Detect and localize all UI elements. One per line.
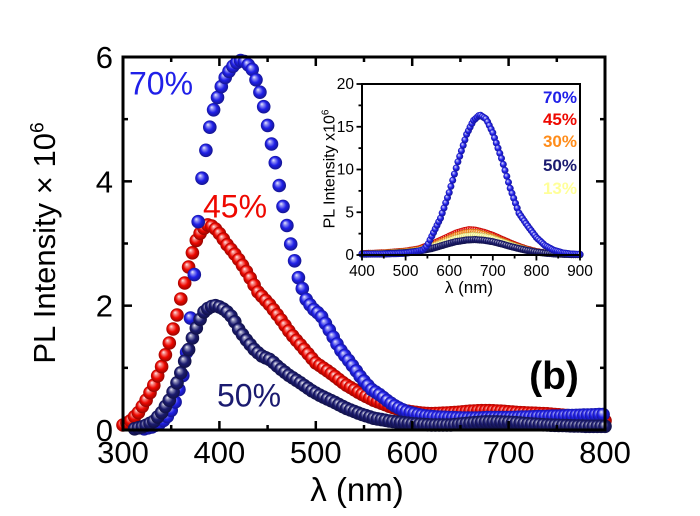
curve-label-70pct: 70%	[128, 65, 194, 102]
svg-text:70%: 70%	[543, 88, 577, 107]
inset-y-axis-label-exponent: 6	[320, 109, 332, 116]
svg-text:900: 900	[567, 263, 593, 280]
svg-text:400: 400	[349, 263, 375, 280]
curve-label-45pct: 45%	[202, 188, 268, 225]
inset-y-axis-label: PL Intensity x106	[320, 110, 339, 229]
inset-ticks	[356, 83, 581, 261]
svg-text:500: 500	[393, 263, 419, 280]
svg-text:600: 600	[386, 435, 438, 470]
svg-text:800: 800	[523, 263, 549, 280]
inset-y-axis-label-text: PL Intensity x10	[321, 115, 339, 229]
main-ticks	[121, 55, 607, 432]
svg-text:600: 600	[436, 263, 462, 280]
svg-text:5: 5	[345, 204, 354, 221]
svg-text:800: 800	[579, 435, 631, 470]
main-y-axis-label: PL Intensity × 106	[27, 122, 63, 363]
svg-text:700: 700	[480, 263, 506, 280]
svg-text:500: 500	[290, 435, 342, 470]
svg-text:0: 0	[345, 247, 354, 264]
curve-label-50pct: 50%	[216, 377, 282, 414]
svg-text:45%: 45%	[543, 110, 577, 129]
inset-plot: 400 500 600 700 800 900 0 5 10 15 20 70% 45% 30% 50% 13…	[337, 76, 594, 280]
svg-text:4: 4	[96, 164, 113, 199]
svg-text:13%: 13%	[543, 179, 577, 198]
main-y-axis-label-text: PL Intensity × 10	[27, 133, 62, 364]
panel-label: (b)	[529, 355, 579, 398]
svg-text:50%: 50%	[543, 156, 577, 175]
main-y-axis-label-exponent: 6	[27, 122, 49, 134]
svg-text:30%: 30%	[543, 132, 577, 151]
svg-text:2: 2	[96, 289, 113, 324]
svg-text:10: 10	[337, 162, 355, 179]
main-plot: 300 400 500 600 700 800 0 2 4 6	[96, 40, 631, 470]
svg-text:20: 20	[337, 76, 355, 93]
main-x-axis-label: λ (nm)	[310, 471, 404, 508]
svg-text:15: 15	[337, 119, 354, 136]
inset-x-axis-label: λ (nm)	[444, 278, 494, 297]
svg-text:300: 300	[97, 435, 149, 470]
svg-text:400: 400	[194, 435, 246, 470]
svg-text:700: 700	[483, 435, 535, 470]
series-50%	[127, 298, 612, 436]
svg-text:0: 0	[96, 413, 113, 448]
svg-text:6: 6	[96, 40, 113, 75]
